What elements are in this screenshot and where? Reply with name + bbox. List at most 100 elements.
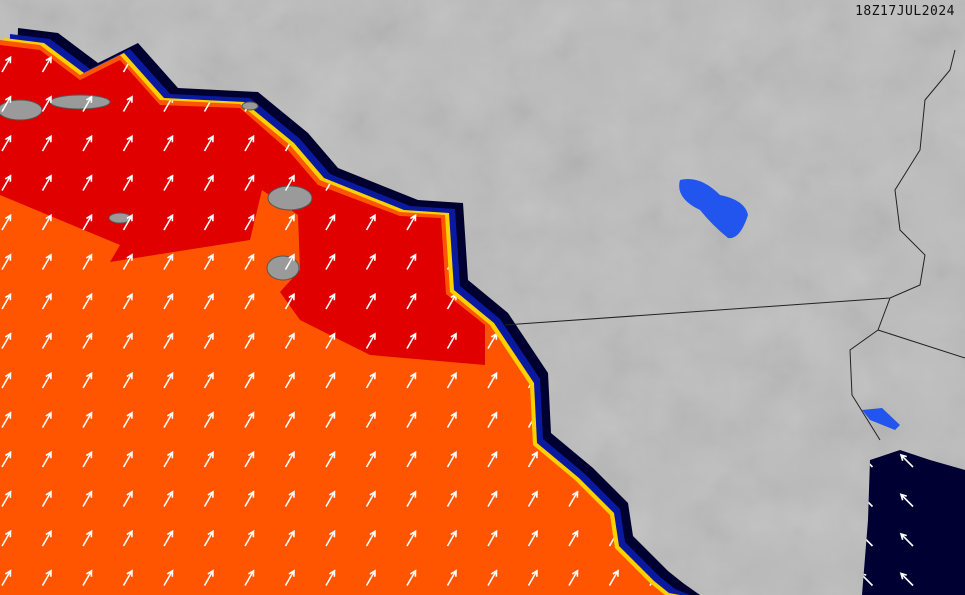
arrow-icon <box>406 253 417 270</box>
arrow-icon <box>41 529 52 547</box>
arrow-icon <box>82 213 93 231</box>
arrow-icon <box>1 134 12 152</box>
arrow-icon <box>527 490 538 507</box>
arrow-icon <box>365 371 376 389</box>
arrow-icon <box>284 411 295 428</box>
arrow-icon <box>406 569 417 586</box>
arrow-icon <box>1 569 12 586</box>
arrow-icon <box>325 411 336 428</box>
arrow-icon <box>365 332 376 349</box>
arrow-icon <box>82 569 93 586</box>
arrow-icon <box>122 134 133 152</box>
arrow-icon <box>82 253 93 270</box>
arrow-icon <box>82 371 93 389</box>
arrow-icon <box>1 411 12 428</box>
arrow-icon <box>82 332 93 349</box>
arrow-icon <box>163 292 174 310</box>
arrow-icon <box>203 292 214 310</box>
arrow-icon <box>325 529 336 547</box>
arrow-icon <box>406 450 417 468</box>
arrow-icon <box>284 371 295 389</box>
arrow-icon <box>899 532 914 547</box>
arrow-icon <box>244 529 255 547</box>
arrow-icon <box>446 332 457 349</box>
arrow-icon <box>163 253 174 270</box>
arrow-icon <box>41 253 52 270</box>
channel-islands <box>0 94 313 281</box>
arrow-icon <box>1 174 12 191</box>
arrow-icon <box>122 450 133 468</box>
arrow-icon <box>446 569 457 586</box>
arrow-icon <box>203 253 214 270</box>
arrow-icon <box>284 332 295 349</box>
arrow-icon <box>122 529 133 547</box>
arrow-icon <box>1 529 12 547</box>
arrow-icon <box>568 490 579 507</box>
arrow-icon <box>203 213 214 231</box>
arrow-icon <box>1 490 12 507</box>
arrow-icon <box>122 332 133 349</box>
arrow-icon <box>82 95 93 112</box>
arrow-icon <box>203 371 214 389</box>
arrow-icon <box>163 174 174 191</box>
arrow-icon <box>487 529 498 547</box>
arrow-icon <box>899 493 914 508</box>
arrow-icon <box>284 213 295 231</box>
arrow-icon <box>41 95 52 112</box>
arrow-icon <box>284 490 295 507</box>
arrow-icon <box>163 332 174 349</box>
arrow-icon <box>203 450 214 468</box>
island <box>0 99 43 121</box>
arrow-icon <box>163 529 174 547</box>
arrow-icon <box>244 292 255 310</box>
arrow-icon <box>1 55 12 73</box>
arrow-icon <box>487 371 498 389</box>
arrow-icon <box>1 95 12 112</box>
arrow-icon <box>284 174 295 191</box>
arrow-icon <box>284 529 295 547</box>
arrow-icon <box>163 134 174 152</box>
arrow-icon <box>365 411 376 428</box>
arrow-icon <box>122 174 133 191</box>
arrow-icon <box>203 134 214 152</box>
arrow-icon <box>163 371 174 389</box>
arrow-icon <box>163 490 174 507</box>
border-lines <box>504 49 965 441</box>
arrow-icon <box>365 569 376 586</box>
arrow-icon <box>487 450 498 468</box>
arrow-icon <box>163 450 174 468</box>
arrow-icon <box>244 253 255 270</box>
arrow-icon <box>365 450 376 468</box>
arrow-icon <box>365 292 376 310</box>
arrow-icon <box>406 529 417 547</box>
arrow-icon <box>365 213 376 231</box>
arrow-icon <box>487 411 498 428</box>
arrow-icon <box>446 490 457 507</box>
island <box>49 94 111 110</box>
arrow-icon <box>203 332 214 349</box>
arrow-icon <box>325 332 336 349</box>
arrow-icon <box>41 450 52 468</box>
arrow-icon <box>203 490 214 507</box>
arrow-icon <box>122 490 133 507</box>
arrow-icon <box>1 213 12 231</box>
arrow-icon <box>82 134 93 152</box>
arrow-icon <box>406 371 417 389</box>
arrow-icon <box>365 253 376 270</box>
arrow-icon <box>1 450 12 468</box>
arrow-icon <box>163 411 174 428</box>
arrow-icon <box>568 529 579 547</box>
arrow-icon <box>203 569 214 586</box>
arrow-icon <box>82 490 93 507</box>
island <box>267 185 313 211</box>
arrow-icon <box>82 174 93 191</box>
arrow-icon <box>244 213 255 231</box>
arrow-icon <box>446 371 457 389</box>
arrow-icon <box>1 332 12 349</box>
arrow-icon <box>284 450 295 468</box>
island <box>266 255 300 281</box>
arrow-icon <box>203 411 214 428</box>
arrow-icon <box>487 490 498 507</box>
